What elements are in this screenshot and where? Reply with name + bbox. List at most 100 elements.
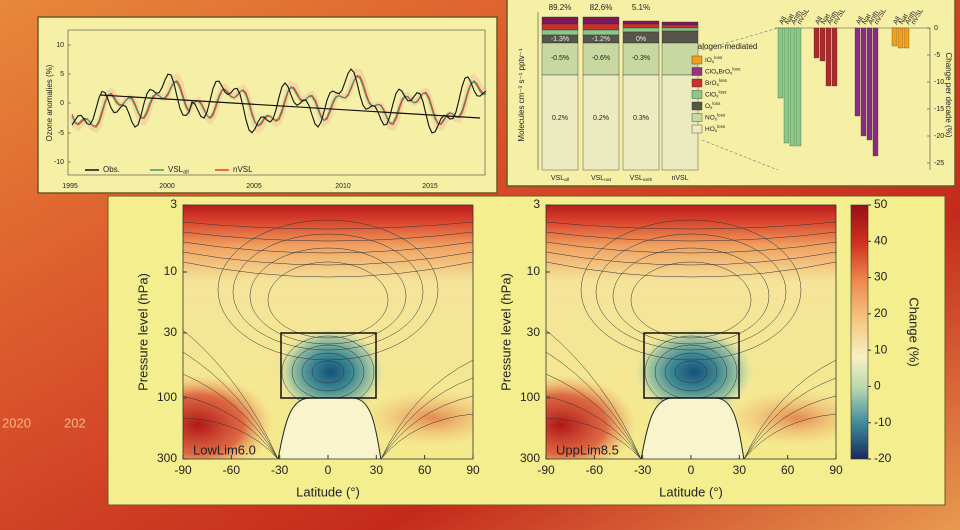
x-tick-label: VSLnat (591, 175, 612, 184)
contour (630, 261, 752, 339)
trend-bar (860, 27, 867, 137)
x-tick-label: 90 (829, 463, 843, 477)
x-tick-label: 90 (466, 463, 480, 477)
bar-top-label: 5.1% (632, 3, 650, 12)
bar-segment (622, 27, 660, 33)
y-tick-label: -20 (934, 133, 944, 140)
legend-label: IOxloss (705, 55, 723, 64)
contour (380, 395, 473, 459)
field-blob (363, 390, 473, 446)
label-part: x (730, 71, 733, 76)
x-tick-label: 30 (370, 463, 384, 477)
contour (183, 417, 279, 459)
trend-bar (872, 27, 879, 157)
legend-swatch (691, 78, 703, 88)
bar-segment (622, 23, 660, 29)
series-line (71, 75, 487, 127)
contour (183, 261, 473, 278)
trend-bar (854, 27, 861, 117)
group-label: Nat (861, 13, 873, 26)
label-part: loss (718, 90, 727, 95)
field-blob (726, 390, 836, 446)
label-part: all (183, 170, 189, 176)
y-tick-label: -10 (934, 79, 944, 86)
bar-segment (661, 24, 699, 29)
contour (183, 251, 473, 266)
contour (546, 221, 836, 230)
contour (546, 251, 836, 266)
legend-swatch (691, 67, 703, 76)
x-tick-label: -30 (271, 463, 289, 477)
contour (311, 360, 345, 384)
label-part: nVSL (671, 175, 688, 182)
legend-label: nVSL (233, 165, 253, 174)
contour (612, 247, 770, 345)
bar-segment (582, 29, 620, 36)
contour (546, 417, 642, 459)
group-label: Nat (820, 13, 832, 26)
label-part: ClO (705, 68, 716, 75)
x-tick-label: -90 (174, 463, 192, 477)
x-tick-label: 60 (781, 463, 795, 477)
label-part: loss (714, 55, 723, 60)
connector (701, 139, 779, 171)
bar-segment (661, 27, 699, 32)
segment-label: -1.3% (551, 36, 569, 43)
segment-label: -0.6% (592, 55, 610, 62)
legend-label: ClOxBrOxloss (705, 67, 741, 76)
bar-segment (661, 21, 699, 26)
y-tick-label: 10 (56, 42, 64, 49)
label-part: x (712, 59, 715, 64)
contour (183, 241, 473, 254)
contour (183, 373, 279, 459)
segment-label: -0.5% (551, 55, 569, 62)
legend-label: VSLall (168, 165, 189, 176)
label-part: x (716, 71, 719, 76)
x-tick-label: 30 (733, 463, 747, 477)
label-part: all (564, 177, 569, 183)
region-box (280, 332, 377, 399)
bar-segment (622, 74, 660, 171)
legend-swatch (691, 124, 703, 134)
label-part: VSL (591, 175, 604, 182)
y-tick-label: 3 (170, 197, 177, 211)
segment-label: 0.3% (633, 115, 649, 122)
bar-segment (582, 74, 620, 171)
y-tick-label: 3 (533, 197, 540, 211)
x-tick-label: 0 (688, 463, 695, 477)
label-part: NO (705, 114, 715, 121)
trend-bar (777, 27, 784, 99)
label-part: nat (604, 177, 611, 183)
trend-bar (891, 27, 898, 47)
label-part: VSL (551, 175, 564, 182)
background-text: 202 (64, 415, 86, 430)
budget-panel: Molecules cm⁻³ s⁻¹ pptv⁻¹ Halogen-mediat… (506, 0, 956, 187)
trend-bar (819, 27, 826, 62)
contour (380, 377, 473, 459)
contour (380, 359, 473, 459)
group-label: All (855, 15, 865, 26)
contour (743, 359, 836, 459)
contour (183, 231, 473, 242)
contour (546, 329, 642, 459)
trend-bar (783, 27, 790, 144)
trend-line (99, 94, 481, 119)
colorbar-tick-label: 20 (874, 306, 888, 320)
map-label: UppLim8.5 (556, 442, 619, 457)
legend-label: HOxloss (705, 124, 726, 133)
group-label: All (778, 15, 788, 26)
x-tick-label: 1995 (62, 183, 78, 190)
y-tick-label: -5 (58, 130, 64, 137)
trend-bar (866, 27, 873, 141)
label-part: x (715, 128, 718, 133)
map-field (546, 205, 836, 459)
bar-segment (661, 30, 699, 44)
x-axis-label: Latitude (°) (659, 484, 723, 499)
bar-top-label: 89.2% (549, 3, 572, 12)
colorbar (850, 204, 869, 460)
contour (546, 241, 836, 254)
label-part: HO (705, 126, 715, 133)
y-axis-label: Pressure level (hPa) (498, 273, 513, 391)
label-part: x (716, 94, 719, 99)
